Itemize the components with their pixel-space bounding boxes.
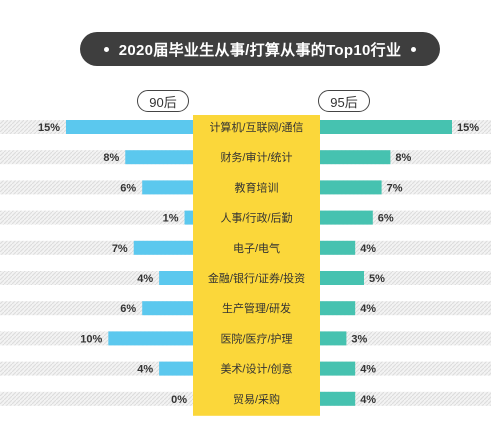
bar-95s (320, 120, 452, 134)
bar-95s (320, 271, 364, 285)
category-label: 金融/银行/证券/投资 (208, 271, 305, 285)
bar-90s (159, 361, 193, 376)
title-dot-left (103, 46, 109, 52)
bar-90s (142, 180, 193, 195)
category-label: 计算机/互联网/通信 (209, 120, 303, 134)
bar-90s (125, 150, 193, 165)
value-label-90s: 15% (38, 122, 60, 134)
bar-90s (133, 240, 193, 255)
bar-95s (320, 391, 356, 406)
bar-90s (66, 120, 193, 134)
category-label: 贸易/采购 (233, 392, 280, 406)
category-label: 电子/电气 (233, 241, 280, 255)
category-label: 美术/设计/创意 (220, 362, 292, 376)
value-label-95s: 5% (369, 273, 385, 285)
track-right (320, 331, 491, 346)
value-label-95s: 6% (378, 213, 394, 225)
value-label-95s: 4% (360, 394, 376, 406)
bar-95s (320, 301, 356, 316)
value-label-95s: 8% (395, 152, 411, 164)
value-label-95s: 4% (360, 243, 376, 255)
category-label: 财务/审计/统计 (220, 150, 292, 164)
value-label-90s: 7% (112, 243, 128, 255)
title-text: 2020届毕业生从事/打算从事的Top10行业 (118, 41, 402, 59)
category-label: 医院/医疗/护理 (220, 331, 292, 345)
value-label-90s: 1% (163, 213, 179, 225)
value-label-95s: 7% (387, 182, 403, 194)
value-label-95s: 4% (360, 303, 376, 315)
value-label-90s: 6% (120, 182, 136, 194)
value-label-90s: 4% (137, 364, 153, 376)
bar-90s (184, 210, 193, 225)
chart-title: 2020届毕业生从事/打算从事的Top10行业 (80, 32, 440, 66)
bar-95s (320, 150, 391, 165)
track-left (0, 391, 193, 406)
value-label-95s: 4% (360, 364, 376, 376)
value-label-90s: 4% (137, 273, 153, 285)
bar-90s (142, 301, 193, 316)
category-label: 教育培训 (235, 180, 279, 194)
value-label-90s: 6% (120, 303, 136, 315)
value-label-90s: 0% (171, 394, 187, 406)
category-label: 生产管理/研发 (222, 301, 291, 315)
bar-95s (320, 180, 382, 195)
bar-90s (159, 271, 193, 285)
track-left (0, 361, 193, 376)
value-label-90s: 8% (103, 152, 119, 164)
value-label-95s: 15% (457, 122, 479, 134)
bar-90s (108, 331, 193, 346)
track-left (0, 210, 193, 225)
track-right (320, 361, 491, 376)
bar-95s (320, 210, 373, 225)
bar-95s (320, 331, 347, 346)
legend-95s: 95后 (318, 90, 370, 112)
value-label-95s: 3% (351, 333, 367, 345)
track-right (320, 391, 491, 406)
center-band (193, 115, 320, 416)
bar-95s (320, 361, 356, 376)
track-right (320, 240, 491, 255)
title-dot-right (411, 46, 417, 52)
value-label-90s: 10% (80, 333, 102, 345)
track-left (0, 271, 193, 285)
category-label: 人事/行政/后勤 (220, 211, 292, 225)
legend-90s: 90后 (137, 90, 189, 112)
track-right (320, 301, 491, 316)
bar-95s (320, 240, 356, 255)
